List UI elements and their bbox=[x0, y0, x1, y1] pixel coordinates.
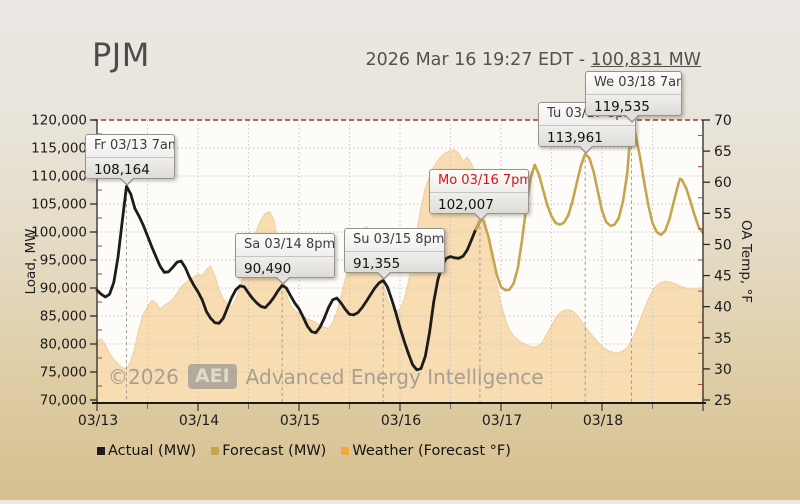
svg-text:70: 70 bbox=[714, 113, 732, 129]
svg-text:100,000: 100,000 bbox=[31, 225, 87, 241]
watermark: ©2026 AEI Advanced Energy Intelligence bbox=[108, 364, 544, 389]
actual-line bbox=[95, 184, 482, 372]
svg-text:75,000: 75,000 bbox=[40, 365, 87, 381]
svg-text:80,000: 80,000 bbox=[40, 337, 87, 353]
legend-swatch-icon bbox=[341, 447, 350, 455]
svg-text:50: 50 bbox=[714, 237, 732, 253]
svg-text:03/17: 03/17 bbox=[482, 413, 522, 429]
legend-label: Actual (MW) bbox=[108, 443, 197, 459]
svg-text:60: 60 bbox=[714, 175, 732, 191]
svg-text:105,000: 105,000 bbox=[31, 197, 87, 213]
callout-marker-lines bbox=[125, 122, 632, 403]
svg-text:110,000: 110,000 bbox=[31, 169, 87, 185]
y-axis-right: 25 30 35 40 45 50 55 60 65 70 OA Temp, °F bbox=[698, 113, 754, 409]
legend-swatch-icon bbox=[97, 447, 105, 455]
legend-label: Forecast (MW) bbox=[222, 443, 327, 459]
legend-label: Weather (Forecast °F) bbox=[352, 443, 511, 459]
svg-text:90,000: 90,000 bbox=[40, 281, 87, 297]
svg-text:03/18: 03/18 bbox=[583, 413, 623, 429]
svg-text:45: 45 bbox=[714, 269, 732, 285]
svg-text:70,000: 70,000 bbox=[40, 393, 87, 409]
svg-text:115,000: 115,000 bbox=[31, 141, 87, 157]
watermark-copyright: ©2026 bbox=[108, 364, 179, 389]
y-axis-left: 70,000 75,000 80,000 85,000 90,000 95,000 100,… bbox=[23, 113, 102, 409]
legend-swatch-icon bbox=[211, 447, 220, 455]
svg-text:03/15: 03/15 bbox=[280, 413, 320, 429]
svg-text:95,000: 95,000 bbox=[40, 253, 87, 269]
svg-text:03/14: 03/14 bbox=[179, 413, 219, 429]
svg-text:65: 65 bbox=[714, 144, 732, 160]
x-axis: 03/13 03/14 03/15 03/16 03/17 03/18 bbox=[78, 404, 704, 429]
legend-item-forecast-mw-[interactable]: Forecast (MW) bbox=[211, 443, 326, 459]
header-datetime: 2026 Mar 16 19:27 EDT - 100,831 MW bbox=[365, 50, 701, 70]
svg-text:25: 25 bbox=[714, 393, 732, 409]
svg-text:85,000: 85,000 bbox=[40, 309, 87, 325]
watermark-text: Advanced Energy Intelligence bbox=[245, 364, 544, 389]
svg-text:03/16: 03/16 bbox=[381, 413, 421, 429]
svg-text:120,000: 120,000 bbox=[31, 113, 87, 129]
page-title: PJM bbox=[92, 36, 150, 74]
forecast-line bbox=[474, 121, 705, 292]
legend-item-weather-forecast-f-[interactable]: Weather (Forecast °F) bbox=[341, 443, 511, 459]
svg-text:OA Temp, °F: OA Temp, °F bbox=[738, 220, 754, 303]
svg-text:55: 55 bbox=[714, 206, 732, 222]
header-datetime-text: 2026 Mar 16 19:27 EDT - bbox=[365, 50, 591, 70]
legend-item-actual-mw-[interactable]: Actual (MW) bbox=[97, 443, 196, 459]
svg-text:Load, MW: Load, MW bbox=[23, 229, 39, 295]
aei-logo: AEI bbox=[187, 364, 237, 389]
svg-text:30: 30 bbox=[714, 362, 732, 378]
svg-text:40: 40 bbox=[714, 300, 732, 316]
current-load-link[interactable]: 100,831 MW bbox=[590, 50, 701, 70]
svg-text:03/13: 03/13 bbox=[78, 413, 118, 429]
chart-legend: Actual (MW) Forecast (MW) Weather (Forecas… bbox=[97, 443, 511, 459]
svg-text:35: 35 bbox=[714, 331, 732, 347]
